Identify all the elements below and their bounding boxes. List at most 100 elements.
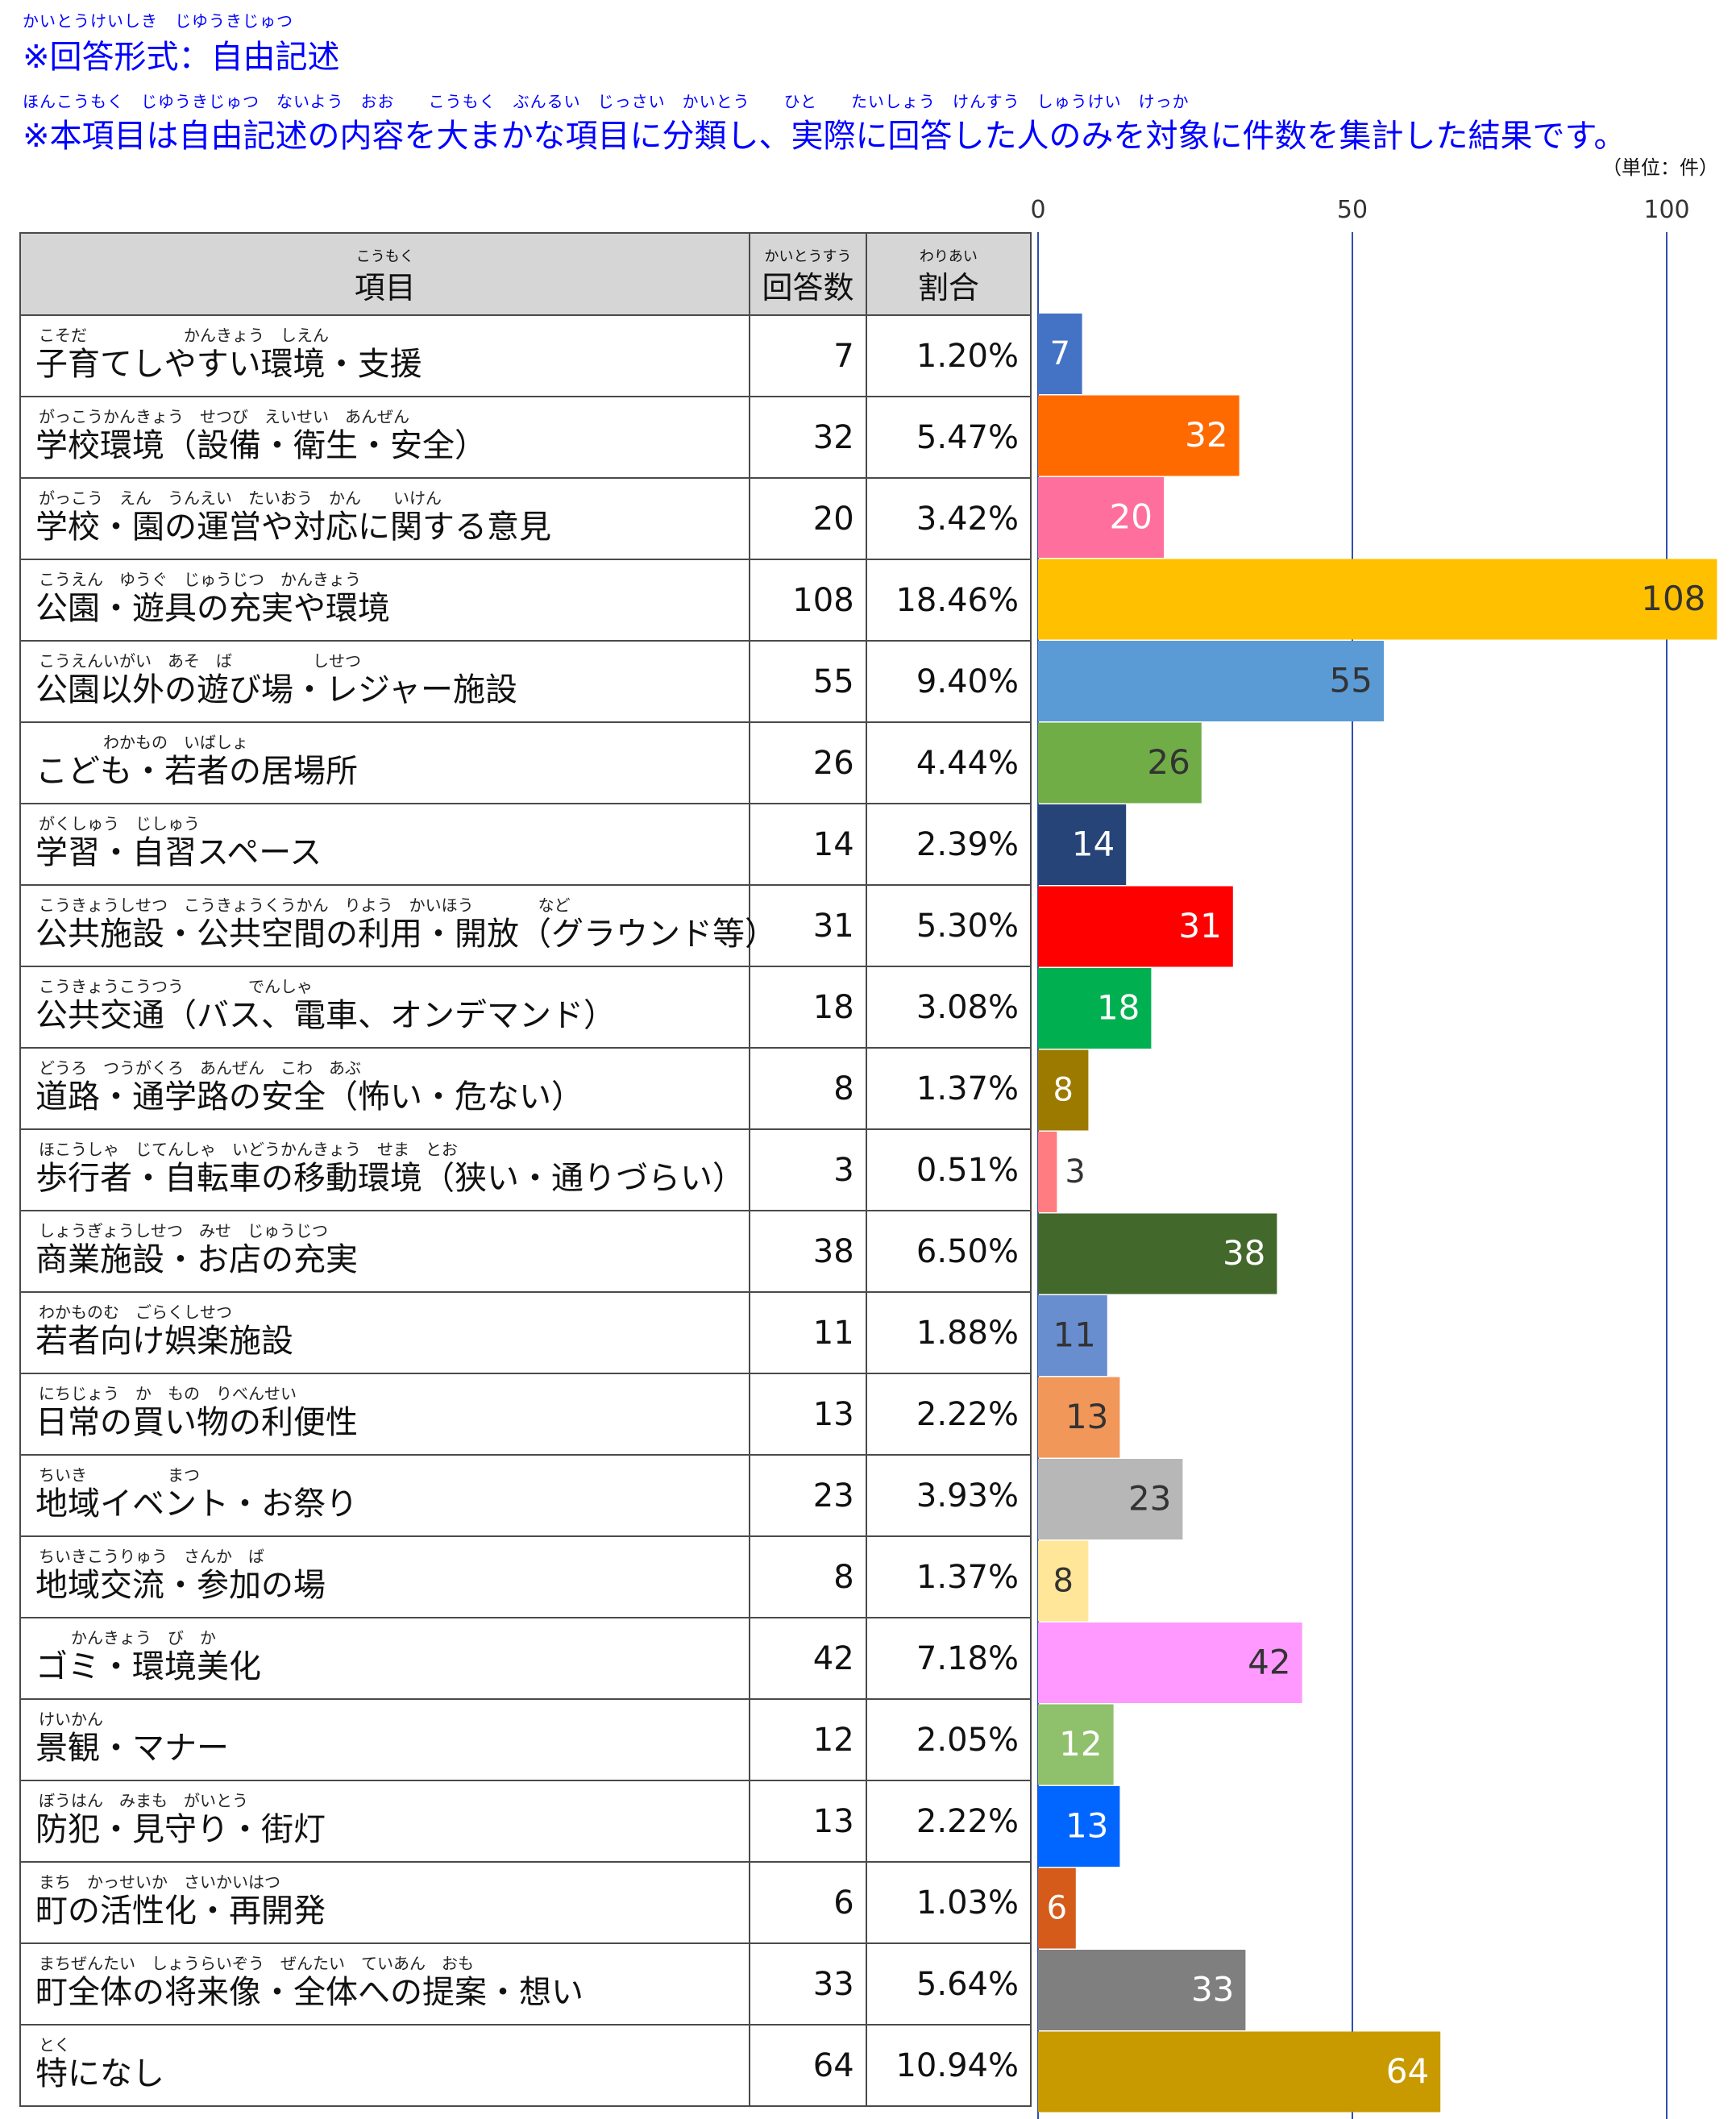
- table-row: わかもの いばしょ こども・若者の居場所 26 4.44%: [19, 721, 1032, 804]
- table-row: ぼうはん みまも がいとう 防犯・見守り・街灯 13 2.22%: [19, 1780, 1032, 1863]
- item-ruby: しょうぎょうしせつ みせ じゅうじつ: [39, 1221, 328, 1240]
- table-row: ちいきこうりゅう さんか ば地域交流・参加の場 8 1.37%: [19, 1535, 1032, 1618]
- count-cell: 108: [749, 559, 867, 642]
- column-header-pct-label: 割合: [917, 269, 979, 305]
- table-row: こうえん ゆうぐ じゅうじつ かんきょう 公園・遊具の充実や環境 108 18.46%: [19, 559, 1032, 642]
- bar: [1038, 314, 1082, 394]
- table-row: ほこうしゃ じてんしゃ いどうかんきょう せま とお 歩行者・自転車の移動環境（狭…: [19, 1128, 1032, 1211]
- bar: [1038, 395, 1240, 476]
- item-label: 公共交通（バス、電車、オンデマンド）: [35, 997, 616, 1034]
- count-cell: 20: [749, 477, 867, 560]
- count-cell: 55: [749, 640, 867, 723]
- item-cell: けいかん 景観・マナー: [19, 1698, 751, 1781]
- percent-cell: 2.39%: [865, 803, 1032, 886]
- x-tick-label: 100: [1643, 196, 1689, 224]
- furigana-line-2: ほんこうもく じゆうきじゅつ ないよう おお こうもく ぶんるい じっさい かい…: [23, 92, 1190, 111]
- bar: [1038, 1377, 1120, 1458]
- count-cell: 38: [749, 1210, 867, 1293]
- item-cell: がくしゅう じしゅう 学習・自習スペース: [19, 803, 751, 886]
- bar-value-label: 23: [1128, 1479, 1171, 1519]
- count-cell: 8: [749, 1047, 867, 1130]
- item-label: 公園・遊具の充実や環境: [35, 590, 390, 627]
- table-row: しょうぎょうしせつ みせ じゅうじつ 商業施設・お店の充実 38 6.50%: [19, 1210, 1032, 1293]
- column-header-pct-ruby: わりあい: [919, 248, 978, 265]
- percent-cell: 10.94%: [865, 2024, 1032, 2107]
- item-ruby: けいかん: [39, 1710, 103, 1729]
- table-row: かんきょう び かゴミ・環境美化 42 7.18%: [19, 1617, 1032, 1700]
- item-label: こども・若者の居場所: [35, 753, 358, 790]
- item-cell: まち かっせいか さいかいはつ 町の活性化・再開発: [19, 1861, 751, 1944]
- table-row: まち かっせいか さいかいはつ 町の活性化・再開発 6 1.03%: [19, 1861, 1032, 1944]
- count-cell: 14: [749, 803, 867, 886]
- item-cell: かんきょう び かゴミ・環境美化: [19, 1617, 751, 1700]
- count-cell: 7: [749, 314, 867, 397]
- item-cell: ほこうしゃ じてんしゃ いどうかんきょう せま とお 歩行者・自転車の移動環境（狭…: [19, 1128, 751, 1211]
- bar-value-label: 33: [1191, 1970, 1234, 2009]
- item-cell: がっこう えん うんえい たいおう かん いけん 学校・園の運営や対応に関する意見: [19, 477, 751, 560]
- count-cell: 12: [749, 1698, 867, 1781]
- percent-cell: 6.50%: [865, 1210, 1032, 1293]
- table-row: こうきょうこうつう でんしゃ 公共交通（バス、電車、オンデマンド） 18 3.08%: [19, 966, 1032, 1049]
- percent-cell: 1.37%: [865, 1535, 1032, 1618]
- table-row: こうきょうしせつ こうきょうくうかん りよう かいほう など 公共施設・公共空間の…: [19, 884, 1032, 967]
- bar: [1038, 477, 1164, 558]
- item-cell: どうろ つうがくろ あんぜん こわ あぶ 道路・通学路の安全（怖い・危ない）: [19, 1047, 751, 1130]
- count-cell: 32: [749, 396, 867, 479]
- column-header-item-label: 項目: [354, 269, 416, 305]
- bar-value-label: 12: [1059, 1724, 1102, 1764]
- item-cell: こうきょうしせつ こうきょうくうかん りよう かいほう など 公共施設・公共空間の…: [19, 884, 777, 967]
- table-row: どうろ つうがくろ あんぜん こわ あぶ 道路・通学路の安全（怖い・危ない） 8 1.…: [19, 1047, 1032, 1130]
- bar-value-label: 14: [1072, 825, 1115, 864]
- item-ruby: まちぜんたい しょうらいぞう ぜんたい ていあん おも: [39, 1954, 474, 1973]
- percent-cell: 5.47%: [865, 396, 1032, 479]
- percent-cell: 2.22%: [865, 1780, 1032, 1863]
- item-cell: ぼうはん みまも がいとう 防犯・見守り・街灯: [19, 1780, 751, 1863]
- item-cell: ちいき まつ 地域イベント・お祭り: [19, 1454, 751, 1537]
- item-ruby: わかものむ ごらくしせつ: [39, 1303, 232, 1322]
- percent-cell: 5.64%: [865, 1942, 1032, 2026]
- bar: [1038, 2031, 1441, 2113]
- item-label: 日常の買い物の利便性: [35, 1404, 358, 1441]
- item-label: 景観・マナー: [35, 1730, 229, 1767]
- item-cell: とく 特になし: [19, 2024, 751, 2107]
- item-label: 地域イベント・お祭り: [35, 1485, 358, 1523]
- x-tick-label: 0: [1032, 196, 1046, 224]
- percent-cell: 7.18%: [865, 1617, 1032, 1700]
- bar: [1038, 722, 1202, 804]
- item-cell: がっこうかんきょう せつび えいせい あんぜん 学校環境（設備・衛生・安全）: [19, 396, 751, 479]
- percent-cell: 0.51%: [865, 1128, 1032, 1211]
- bar-value-label: 38: [1223, 1233, 1265, 1273]
- bar-value-label: 64: [1386, 2051, 1429, 2091]
- item-cell: こうえんいがい あそ ば しせつ 公園以外の遊び場・レジャー施設: [19, 640, 751, 723]
- item-cell: まちぜんたい しょうらいぞう ぜんたい ていあん おも 町全体の将来像・全体への提…: [19, 1942, 751, 2026]
- item-label: 公園以外の遊び場・レジャー施設: [35, 671, 517, 708]
- table-row: がっこう えん うんえい たいおう かん いけん 学校・園の運営や対応に関する意見…: [19, 477, 1032, 560]
- table-row: とく 特になし 64 10.94%: [19, 2024, 1032, 2107]
- count-cell: 26: [749, 721, 867, 804]
- bar-value-label: 8: [1053, 1563, 1073, 1600]
- percent-cell: 4.44%: [865, 721, 1032, 804]
- item-cell: しょうぎょうしせつ みせ じゅうじつ 商業施設・お店の充実: [19, 1210, 751, 1293]
- item-label: 町全体の将来像・全体への提案・想い: [35, 1974, 584, 2011]
- count-cell: 42: [749, 1617, 867, 1700]
- bar-value-label: 42: [1248, 1643, 1290, 1682]
- bar: [1038, 1950, 1246, 2030]
- item-label: ゴミ・環境美化: [35, 1648, 261, 1685]
- bar-value-label: 11: [1053, 1315, 1095, 1355]
- bar: [1038, 804, 1127, 885]
- count-cell: 8: [749, 1535, 867, 1618]
- unit-label: （単位：件）: [1602, 156, 1718, 179]
- item-ruby: とく: [39, 2035, 71, 2055]
- column-header-count-label: 回答数: [762, 269, 854, 305]
- item-label: 子育てしやすい環境・支援: [35, 346, 422, 383]
- percent-cell: 1.20%: [865, 314, 1032, 397]
- item-ruby: かんきょう び か: [39, 1628, 216, 1647]
- results-table: こうもく 項目 かいとうすう 回答数 わりあい 割合 こそだ かんきょう しえん…: [19, 232, 1032, 2107]
- bar-value-label: 8: [1053, 1072, 1073, 1109]
- item-ruby: こうえんいがい あそ ば しせつ: [39, 651, 361, 671]
- column-header-pct: わりあい 割合: [865, 232, 1032, 316]
- bar: [1038, 1622, 1302, 1703]
- x-tick-label: 50: [1337, 196, 1368, 224]
- count-cell: 6: [749, 1861, 867, 1944]
- percent-cell: 9.40%: [865, 640, 1032, 723]
